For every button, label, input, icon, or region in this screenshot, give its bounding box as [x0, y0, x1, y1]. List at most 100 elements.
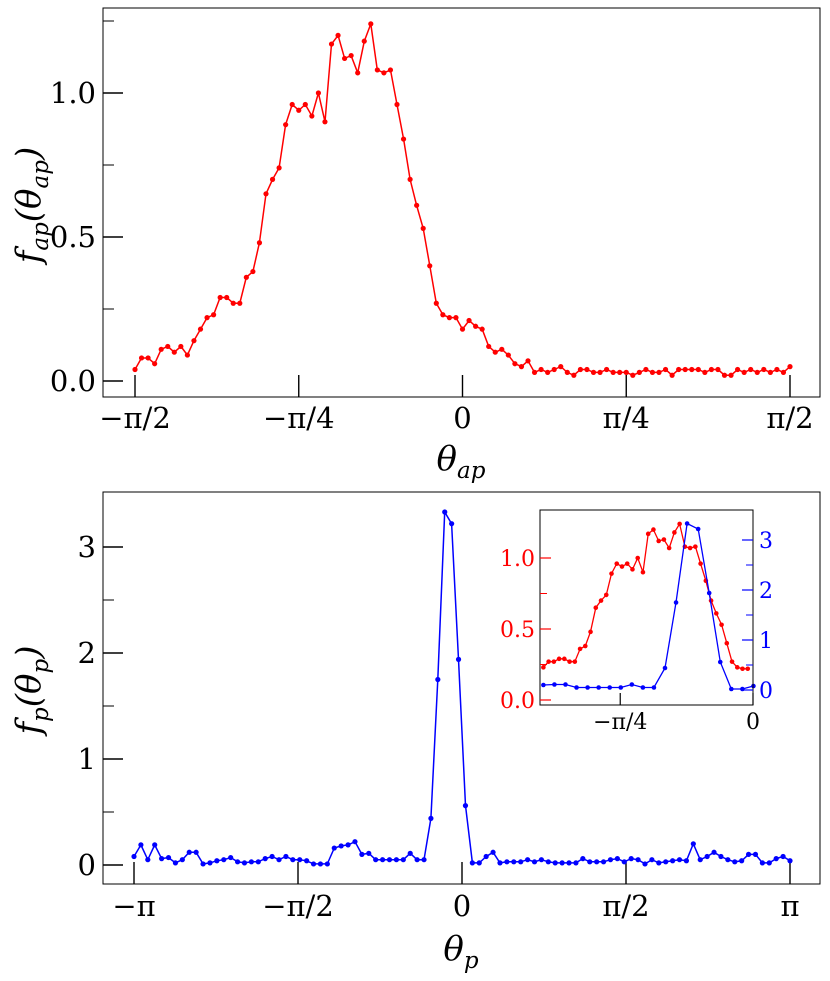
top-data-point: [571, 372, 577, 378]
inset-right-tick-label: 3: [759, 529, 773, 554]
top-data-point: [689, 366, 695, 373]
inset-x-tick-label: 0: [746, 710, 760, 735]
bottom-y-tick-label: 0: [78, 848, 96, 882]
top-panel: −π/2 −π/4 0 π/4 π/2 0.0 0.5 1.0 θap fap(θap): [9, 7, 821, 484]
top-data-point: [427, 263, 433, 269]
top-y-tick-label: 1.0: [50, 76, 96, 110]
bottom-data-point: [462, 803, 469, 809]
inset-data-point-right: [684, 521, 690, 526]
inset-data-point-left: [562, 656, 567, 662]
top-data-point: [656, 369, 662, 375]
top-x-tick-label: π/4: [603, 401, 650, 435]
bottom-data-point: [331, 845, 337, 851]
inset-data-point-right: [541, 682, 546, 688]
bottom-data-point: [773, 856, 779, 862]
top-data-point: [538, 366, 544, 373]
bottom-data-point: [228, 854, 234, 861]
inset-right-tick-label: 0: [759, 679, 773, 704]
top-data-point: [302, 101, 308, 108]
top-data-point: [374, 67, 380, 73]
top-data-point: [309, 113, 315, 119]
bottom-data-point: [145, 857, 151, 863]
bottom-y-tick-label: 2: [78, 636, 96, 670]
bottom-data-point: [359, 851, 365, 858]
top-data-point: [531, 369, 538, 375]
bottom-data-point: [317, 861, 324, 867]
bottom-data-point: [214, 858, 220, 864]
bottom-data-point: [759, 860, 765, 866]
top-data-point: [184, 352, 190, 358]
top-data-point: [669, 372, 675, 378]
bottom-y-tick-label: 1: [78, 742, 96, 776]
bottom-data-point: [600, 859, 607, 865]
bottom-data-point: [580, 856, 586, 862]
inset-data-point-left: [677, 521, 682, 527]
bottom-ticks: −π −π/2 0 π/2 π 0 1 2 3: [78, 530, 800, 923]
inset-data-point-right: [640, 685, 646, 690]
top-data-point: [735, 366, 741, 373]
bottom-data-point: [241, 860, 248, 866]
bottom-data-point: [407, 850, 413, 856]
bottom-data-point: [172, 860, 179, 866]
top-data-point: [368, 21, 374, 27]
top-data-point: [486, 343, 492, 350]
top-data-point: [590, 369, 597, 375]
top-data-point: [263, 191, 269, 197]
top-data-point: [545, 369, 551, 375]
top-data-point: [715, 366, 721, 373]
top-data-point: [322, 119, 328, 125]
inset-left-tick-label: 1.0: [500, 547, 535, 572]
bottom-data-point: [745, 851, 752, 858]
inset-data-point-left: [572, 659, 578, 664]
bottom-data-point: [469, 860, 475, 866]
top-x-tick-label: −π/4: [263, 401, 335, 435]
bottom-data-point: [518, 859, 524, 865]
top-data-point: [630, 372, 636, 378]
inset-background: [540, 510, 753, 705]
top-data-point: [400, 136, 407, 142]
top-data-point: [682, 366, 688, 373]
inset-series: [541, 521, 756, 692]
top-data-point: [702, 369, 708, 375]
bottom-data-point: [338, 843, 344, 849]
bottom-data-point: [435, 676, 441, 683]
top-data-point: [361, 38, 367, 44]
top-data-point: [787, 364, 793, 370]
bottom-data-point: [766, 860, 772, 866]
top-data-point: [420, 225, 426, 231]
inset-data-point-left: [567, 659, 572, 664]
bottom-data-point: [379, 857, 386, 863]
inset-data-point-right: [574, 685, 579, 690]
bottom-data-point: [711, 849, 717, 855]
bottom-data-point: [642, 861, 648, 867]
top-data-point: [453, 315, 459, 321]
inset-data-point-right: [651, 685, 657, 690]
bottom-data-point: [635, 857, 641, 863]
top-data-point: [466, 317, 472, 324]
inset-left-tick-label: 0.0: [500, 689, 535, 714]
top-data-point: [269, 176, 276, 182]
bottom-data-point: [310, 861, 317, 867]
bottom-data-point: [538, 857, 545, 863]
bottom-data-point: [683, 858, 690, 864]
top-data-point: [342, 55, 348, 62]
bottom-data-point: [193, 849, 199, 855]
inset-data-point-left: [666, 545, 672, 551]
bottom-y-label: fp(θp): [9, 645, 54, 737]
inset-right-tick-label: 2: [759, 579, 773, 604]
inset-data-point-left: [693, 544, 698, 549]
bottom-data-point: [587, 859, 593, 865]
top-data-point: [211, 312, 217, 318]
bottom-data-point: [179, 857, 185, 863]
bottom-data-point: [559, 860, 565, 866]
bottom-data-point: [697, 857, 703, 863]
bottom-data-point: [455, 656, 462, 662]
inset-data-point-right: [607, 685, 613, 690]
top-data-point: [741, 369, 747, 375]
top-data-point: [695, 366, 701, 373]
top-x-tick-label: −π/2: [99, 401, 171, 435]
top-data-point: [767, 369, 773, 375]
bottom-x-tick-label: −π/2: [262, 889, 334, 923]
inset-data-point-left: [734, 665, 740, 670]
inset-data-point-left: [588, 629, 593, 635]
